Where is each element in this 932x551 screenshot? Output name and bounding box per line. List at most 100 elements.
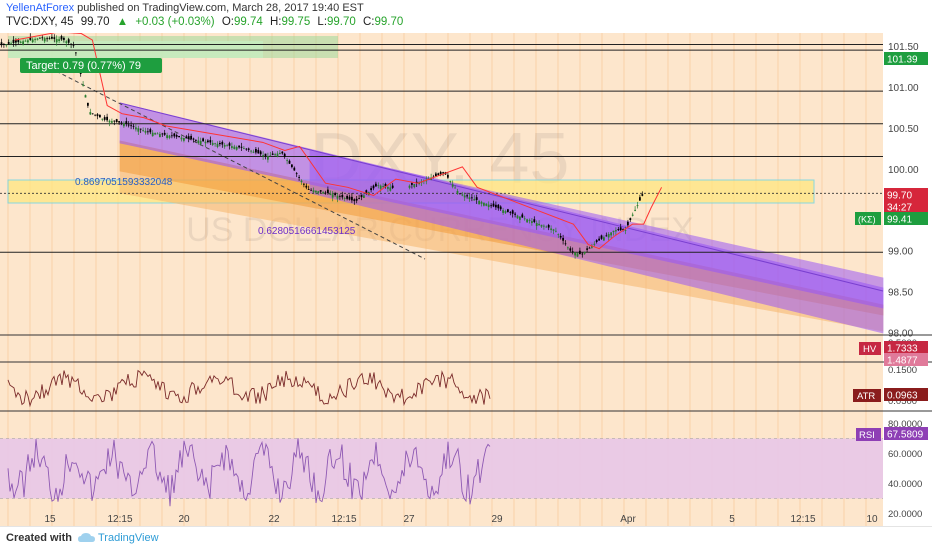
candle-body: [173, 133, 176, 137]
candle-body: [19, 41, 22, 43]
candle-body: [94, 114, 96, 116]
candle-body: [89, 112, 92, 115]
candle-body: [603, 237, 605, 241]
candle-body: [593, 243, 596, 245]
candle-body: [499, 206, 502, 210]
up-arrow-icon: ▲: [116, 16, 129, 28]
rsi-value-badge-bg: [884, 427, 928, 440]
time-axis-tick: Apr: [620, 514, 636, 525]
candle-body: [219, 142, 221, 145]
candle-body: [382, 186, 384, 188]
candle-body: [156, 133, 159, 135]
candle-body: [293, 167, 296, 171]
candle-body: [615, 230, 617, 232]
footer-bar: Created with TradingView: [0, 526, 932, 551]
candle-body: [199, 140, 202, 144]
candle-body: [552, 229, 555, 231]
candle-body: [550, 228, 552, 230]
candle-body: [442, 172, 444, 174]
candle-body: [53, 37, 56, 39]
candle-body: [351, 196, 353, 201]
candle-body: [235, 146, 238, 150]
candle-body: [192, 138, 195, 140]
candle-body: [324, 192, 327, 194]
candle-body: [468, 197, 471, 200]
candle-body: [639, 197, 641, 201]
candle-body: [375, 183, 377, 187]
candle-body: [91, 113, 94, 115]
candle-body: [87, 102, 89, 106]
time-axis-tick: 12:15: [331, 514, 356, 525]
candle-body: [415, 181, 418, 184]
candle-body: [605, 235, 608, 237]
atr-value-badge-text: 0.0963: [887, 391, 918, 402]
candle-body: [214, 143, 216, 145]
published-text: published on TradingView.com, March 28, …: [77, 2, 364, 14]
last-price-badge-bg: [884, 188, 928, 201]
chart-canvas[interactable]: DXY, 45US DOLLAR CURRENCY INDEX 101.5010…: [0, 33, 932, 526]
candle-body: [281, 151, 284, 154]
candle-body: [610, 232, 612, 236]
candle-body: [245, 148, 248, 150]
candle-body: [180, 137, 183, 140]
candle-body: [535, 222, 538, 226]
atr-badge: ATR: [853, 389, 881, 402]
candle-body: [595, 240, 598, 242]
indicator-series: [0, 371, 883, 507]
candle-body: [84, 95, 87, 98]
candle-body: [363, 195, 365, 198]
candle-body: [519, 216, 521, 220]
countdown-badge-bg: [884, 200, 928, 213]
candle-body: [103, 117, 106, 120]
author-link[interactable]: YellenAtForex: [6, 2, 75, 14]
candle-body: [360, 194, 363, 198]
atr-axis-tick-2: 0.0500: [888, 396, 917, 407]
candle-body: [571, 251, 574, 253]
candle-body: [283, 153, 286, 157]
candle-body: [634, 209, 636, 211]
candle-body: [190, 135, 192, 140]
fib-lower-label: 0.6280516661453125: [258, 226, 356, 237]
candle-body: [159, 133, 161, 138]
candle-body: [612, 230, 615, 233]
candle-body: [31, 39, 34, 43]
candle-body: [166, 135, 168, 139]
rsi-value-badge-text: 67.5809: [887, 430, 924, 441]
candle-body: [5, 44, 8, 46]
candle-body: [471, 197, 473, 199]
candle-body: [487, 204, 490, 208]
target-price-badge-bg: [884, 52, 928, 65]
candle-body: [288, 160, 291, 164]
tradingview-brand[interactable]: TradingView: [98, 532, 159, 544]
candle-body: [303, 183, 305, 185]
candle-body: [365, 190, 368, 194]
candle-body: [391, 185, 394, 188]
target-price-badge-text: 101.39: [887, 55, 918, 66]
candle-body: [358, 198, 360, 199]
candle-body: [341, 194, 344, 198]
atr-value-badge: 0.0963: [884, 388, 928, 402]
candle-body: [17, 39, 20, 43]
symbol-label[interactable]: TVC:DXY, 45: [6, 16, 74, 28]
candle-body: [132, 125, 135, 127]
candle-body: [319, 190, 322, 192]
last-price-badge-text: 99.70: [887, 191, 912, 202]
high-label: H:: [269, 16, 282, 28]
time-axis-tick: 15: [44, 514, 56, 525]
candle-body: [147, 131, 149, 133]
candle-body: [151, 132, 154, 137]
price-axis-tick: 98.50: [888, 287, 913, 298]
candle-body: [257, 149, 260, 154]
candle-body: [492, 203, 495, 207]
atr-line: [7, 369, 491, 408]
green-inner-zone: [8, 41, 263, 58]
candle-body: [29, 36, 32, 40]
candle-body: [636, 205, 639, 207]
candle-body: [459, 193, 461, 195]
candle-body: [264, 153, 267, 157]
candle-body: [175, 135, 178, 137]
ks-value-badge: 99.41: [884, 212, 928, 226]
candle-body: [161, 133, 164, 135]
candle-body: [353, 199, 356, 202]
change-value: +0.03 (+0.03%): [135, 16, 215, 28]
